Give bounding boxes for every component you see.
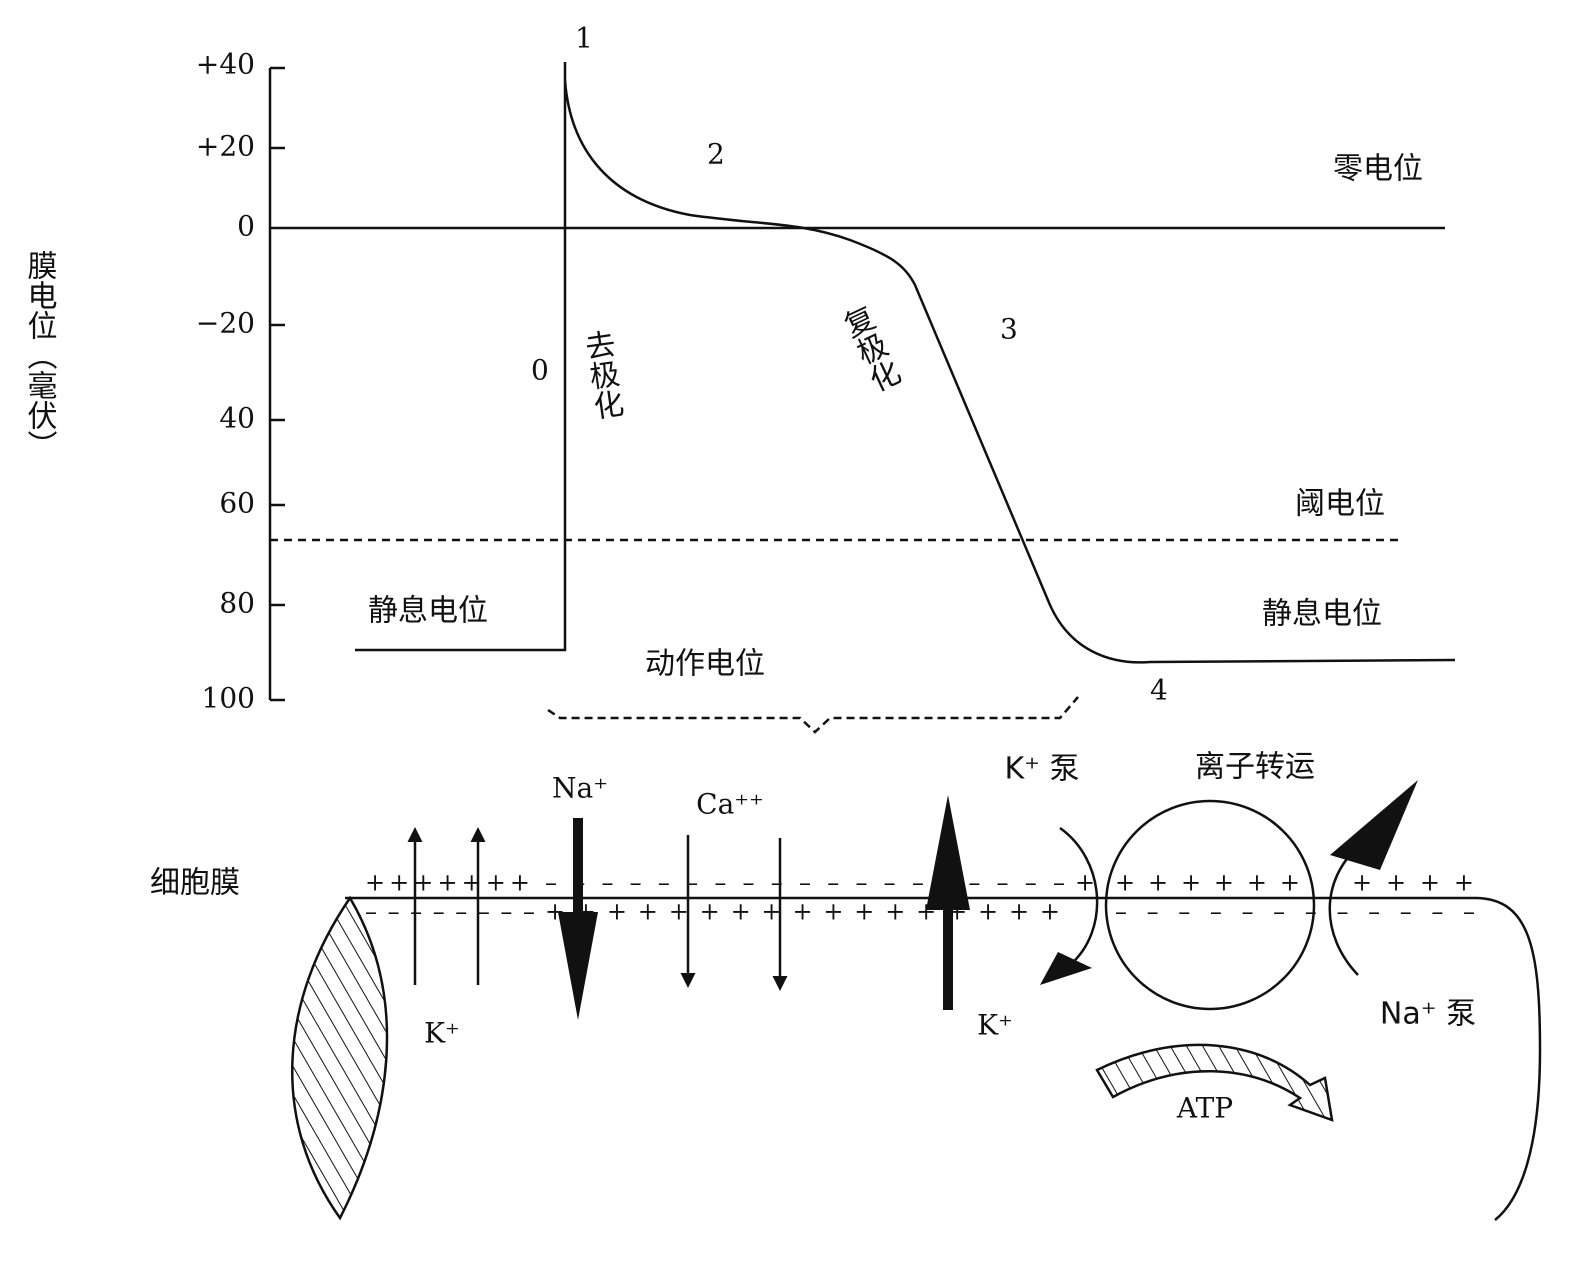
tick-label: 60 xyxy=(219,487,255,520)
charge-row: + xyxy=(1075,869,1095,897)
na-influx-arrow xyxy=(558,818,598,1020)
zero-potential-label: 零电位 xyxy=(1333,152,1423,187)
charge-row: – – – – – – – – – – – – xyxy=(1115,898,1475,926)
phase-label: 2 xyxy=(707,138,725,171)
phase-label: 3 xyxy=(1000,313,1018,346)
na-pump-label: Na⁺ 泵 xyxy=(1380,997,1476,1032)
k-pump-arrowhead xyxy=(1040,952,1092,985)
charge-row: + + + + + + + xyxy=(365,869,530,897)
tick-label: +20 xyxy=(196,130,255,163)
k-pump-label: K⁺ 泵 xyxy=(1004,752,1079,787)
charge-row: + + + + + + + + + + + + + + + + + xyxy=(545,898,1060,926)
cell-lens xyxy=(291,895,389,1221)
ion-label: K⁺ xyxy=(424,1017,460,1050)
charge-row: – – – – – – – – – – – – – – – – – – – xyxy=(545,869,1065,897)
action-potential-curve xyxy=(355,62,1456,664)
depolarization-label: 去极化 xyxy=(577,328,625,423)
y-axis: +40 +20 0 −20 40 60 80 100 膜电位（毫伏） xyxy=(22,48,285,715)
ion-label: K⁺ xyxy=(977,1009,1013,1042)
repolarization-label: 复极化 xyxy=(834,301,905,398)
ion-label: Ca⁺⁺ xyxy=(696,788,764,821)
membrane-line xyxy=(345,896,1542,1221)
tick-label: 0 xyxy=(237,210,255,243)
k-pump-arrow xyxy=(1059,826,1099,966)
atp-label: ATP xyxy=(1176,1092,1233,1125)
tick-label: 40 xyxy=(219,402,255,435)
tick-label: 80 xyxy=(219,587,255,620)
charge-row: + + + + xyxy=(1352,869,1474,897)
axis-title: 膜电位（毫伏） xyxy=(22,250,58,460)
tick-label: +40 xyxy=(196,48,255,81)
ion-transport-label: 离子转运 xyxy=(1195,750,1315,785)
action-potential-brace xyxy=(547,696,1079,734)
ion-arrows xyxy=(407,827,788,991)
action-potential-label: 动作电位 xyxy=(645,647,765,682)
resting-label: 静息电位 xyxy=(368,594,488,629)
threshold-label: 阈电位 xyxy=(1295,487,1385,522)
membrane-label: 细胞膜 xyxy=(150,866,240,901)
charge-row: – – – – – – – – xyxy=(365,898,535,926)
tick-label: −20 xyxy=(196,307,255,340)
resting-label: 静息电位 xyxy=(1262,597,1382,632)
k-efflux-arrow xyxy=(926,795,970,1010)
phase-label: 1 xyxy=(575,22,593,55)
phase-label: 0 xyxy=(531,354,549,387)
atp-arrow xyxy=(1095,1043,1334,1122)
na-pump-arrowhead xyxy=(1330,780,1418,870)
ion-label: Na⁺ xyxy=(552,772,608,805)
phase-label: 4 xyxy=(1150,674,1168,707)
tick-label: 100 xyxy=(202,682,255,715)
ion-transport-circle xyxy=(1104,799,1316,1011)
inner-charges: – – – – – – – – + + + + + + + + + + + + … xyxy=(365,898,1475,926)
charge-row: + + + + + + xyxy=(1115,869,1300,897)
